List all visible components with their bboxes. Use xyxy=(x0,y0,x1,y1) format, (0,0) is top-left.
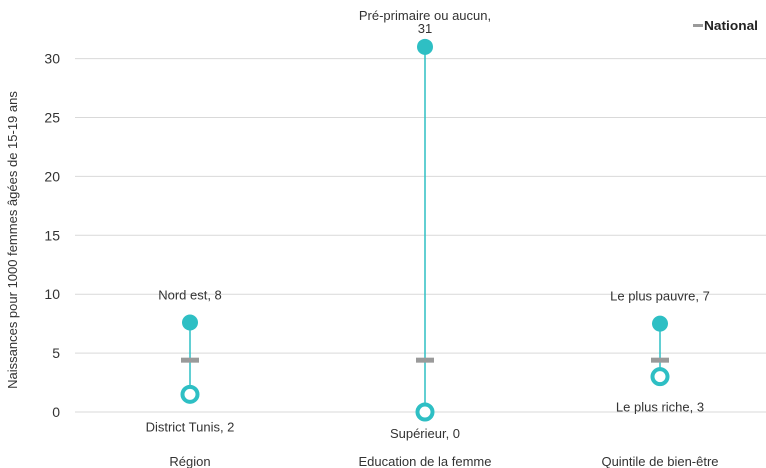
low-label: Supérieur, 0 xyxy=(390,426,460,441)
y-axis: 0 5 10 15 20 25 30 xyxy=(44,51,60,420)
y-tick-label: 5 xyxy=(52,345,60,361)
y-tick-label: 30 xyxy=(44,51,60,67)
low-point xyxy=(415,402,435,422)
low-label: District Tunis, 2 xyxy=(146,419,235,434)
legend: National xyxy=(693,18,758,33)
x-axis-categories: Région Education de la femme Quintile de b… xyxy=(169,454,718,468)
high-point xyxy=(182,314,198,331)
x-category-label: Education de la femme xyxy=(359,454,492,468)
high-label: Le plus pauvre, 7 xyxy=(610,289,710,304)
high-point xyxy=(652,315,668,332)
x-category-label: Région xyxy=(169,454,210,468)
y-tick-label: 15 xyxy=(44,227,60,243)
national-marker xyxy=(416,357,434,363)
range-stems xyxy=(189,46,661,412)
high-point xyxy=(417,38,433,55)
y-tick-label: 25 xyxy=(44,110,60,126)
low-point xyxy=(650,367,670,387)
data-points xyxy=(180,38,670,422)
high-label: Nord est, 8 xyxy=(158,287,222,302)
low-label: Le plus riche, 3 xyxy=(616,400,704,415)
legend-national-swatch xyxy=(693,24,703,27)
high-label: Pré-primaire ou aucun, 31 xyxy=(359,8,491,36)
legend-national-label: National xyxy=(704,18,758,33)
y-axis-title: Naissances pour 1000 femmes âgées de 15-… xyxy=(5,91,20,389)
data-labels: Nord est, 8 District Tunis, 2 Pré-primaire… xyxy=(146,8,710,441)
national-marker xyxy=(181,357,199,363)
national-marker xyxy=(651,357,669,363)
y-tick-label: 20 xyxy=(44,168,60,184)
national-markers xyxy=(181,357,669,363)
x-category-label: Quintile de bien-être xyxy=(601,454,718,468)
y-tick-label: 10 xyxy=(44,286,60,302)
y-tick-label: 0 xyxy=(52,404,60,420)
low-point xyxy=(180,384,200,404)
